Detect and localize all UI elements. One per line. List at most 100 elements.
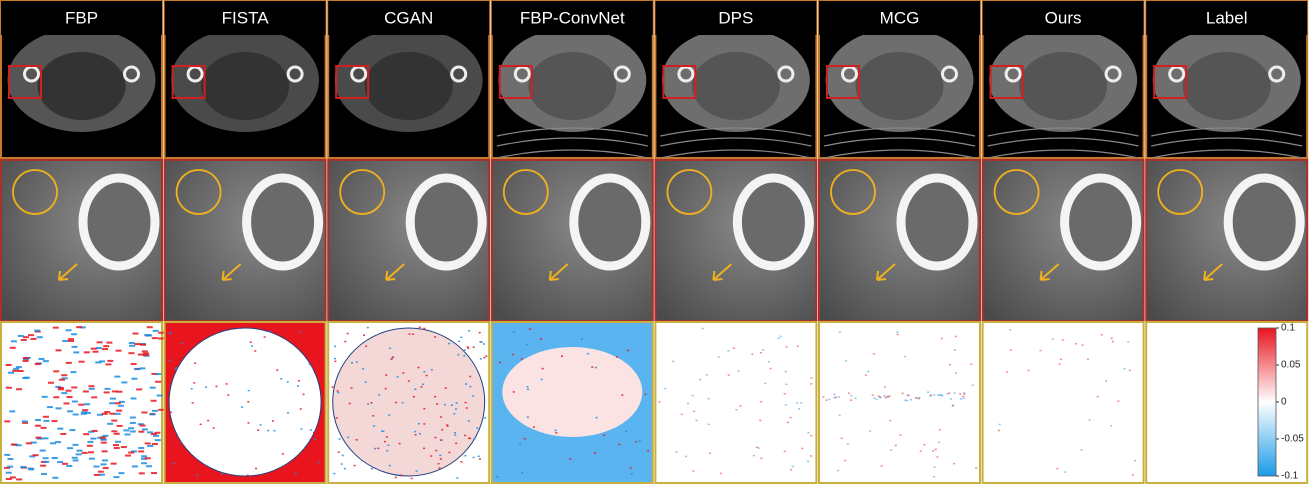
error-speck [425, 374, 428, 377]
error-speck [963, 392, 966, 394]
error-speck [540, 378, 543, 381]
column-title: DPS [718, 8, 753, 27]
bone-zoom [1060, 173, 1142, 271]
error-speck [363, 334, 366, 336]
error-speck [61, 374, 68, 377]
error-speck [88, 387, 95, 390]
error-speck [66, 395, 73, 398]
error-speck [35, 436, 42, 439]
error-speck [464, 454, 467, 457]
error-speck [469, 437, 472, 440]
table-line [496, 137, 648, 147]
error-speck [68, 339, 75, 342]
error-speck [205, 386, 208, 388]
table-line [823, 149, 976, 159]
error-speck [61, 377, 68, 380]
error-speck [84, 403, 91, 406]
error-speck [145, 465, 152, 468]
error-speck [43, 419, 50, 422]
error-speck [333, 472, 336, 475]
error-speck [414, 388, 417, 391]
error-speck [4, 453, 11, 456]
error-speck [25, 442, 32, 445]
error-speck [280, 378, 283, 380]
error-speck [1081, 344, 1084, 346]
table-line [1151, 127, 1303, 137]
bone-zoom [242, 173, 324, 271]
error-speck [664, 387, 667, 390]
error-speck [113, 444, 120, 447]
error-speck [621, 394, 624, 396]
error-speck [699, 378, 702, 381]
error-speck [55, 441, 62, 444]
error-speck [317, 461, 320, 464]
column-title: MCG [880, 8, 920, 27]
error-speck [207, 419, 210, 422]
error-speck [1105, 380, 1108, 382]
error-speck [618, 443, 621, 446]
error-speck [970, 363, 973, 365]
error-speck [105, 363, 112, 366]
error-speck [154, 431, 161, 434]
error-speck [383, 440, 386, 443]
colorbar-tick-label: -0.1 [1281, 471, 1299, 482]
error-speck [526, 416, 529, 418]
error-speck [27, 334, 34, 337]
error-speck [313, 431, 316, 434]
error-speck [355, 439, 358, 441]
error-speck [88, 430, 95, 433]
error-speck [114, 402, 121, 405]
colorbar-tick-label: 0.1 [1281, 323, 1295, 334]
error-speck [807, 432, 810, 434]
highlight-circle [175, 169, 222, 215]
error-speck [777, 337, 780, 340]
error-speck [381, 430, 384, 432]
error-speck [20, 466, 27, 469]
error-speck [42, 360, 49, 363]
error-speck [460, 336, 463, 339]
error-speck [91, 429, 98, 432]
error-speck [430, 368, 433, 371]
error-speck [125, 454, 132, 457]
error-speck [372, 415, 375, 417]
error-speck [76, 326, 83, 329]
error-speck [554, 429, 557, 432]
table-line [1151, 137, 1303, 147]
error-speck [707, 397, 710, 400]
table-line [1151, 149, 1303, 159]
error-speck [149, 386, 156, 389]
error-speck [423, 447, 426, 450]
error-speck [884, 396, 887, 399]
error-speck [338, 438, 341, 440]
error-speck [269, 330, 272, 333]
error-speck [465, 407, 468, 409]
error-speck [520, 358, 523, 360]
error-speck [362, 368, 365, 370]
error-speck [627, 349, 630, 352]
error-cell [0, 321, 163, 484]
error-speck [151, 372, 158, 375]
error-speck [57, 427, 64, 430]
error-speck [139, 367, 146, 370]
error-speck [129, 344, 136, 347]
error-speck [61, 462, 68, 465]
error-speck [156, 394, 163, 397]
error-speck [390, 357, 393, 360]
error-speck [933, 466, 936, 468]
error-speck [783, 450, 786, 453]
error-speck [414, 433, 417, 436]
error-speck [541, 367, 544, 370]
colorbar-ticks: 0.1 0.05 0 -0.05 -0.1 [1276, 323, 1304, 482]
error-speck [949, 363, 952, 366]
error-speck [707, 423, 710, 426]
table-line [823, 127, 976, 137]
error-speck [101, 412, 108, 415]
error-speck [353, 464, 356, 467]
error-speck [398, 442, 401, 445]
error-speck [67, 447, 74, 450]
error-speck [529, 328, 532, 330]
error-speck [923, 444, 926, 446]
error-speck [417, 366, 420, 369]
